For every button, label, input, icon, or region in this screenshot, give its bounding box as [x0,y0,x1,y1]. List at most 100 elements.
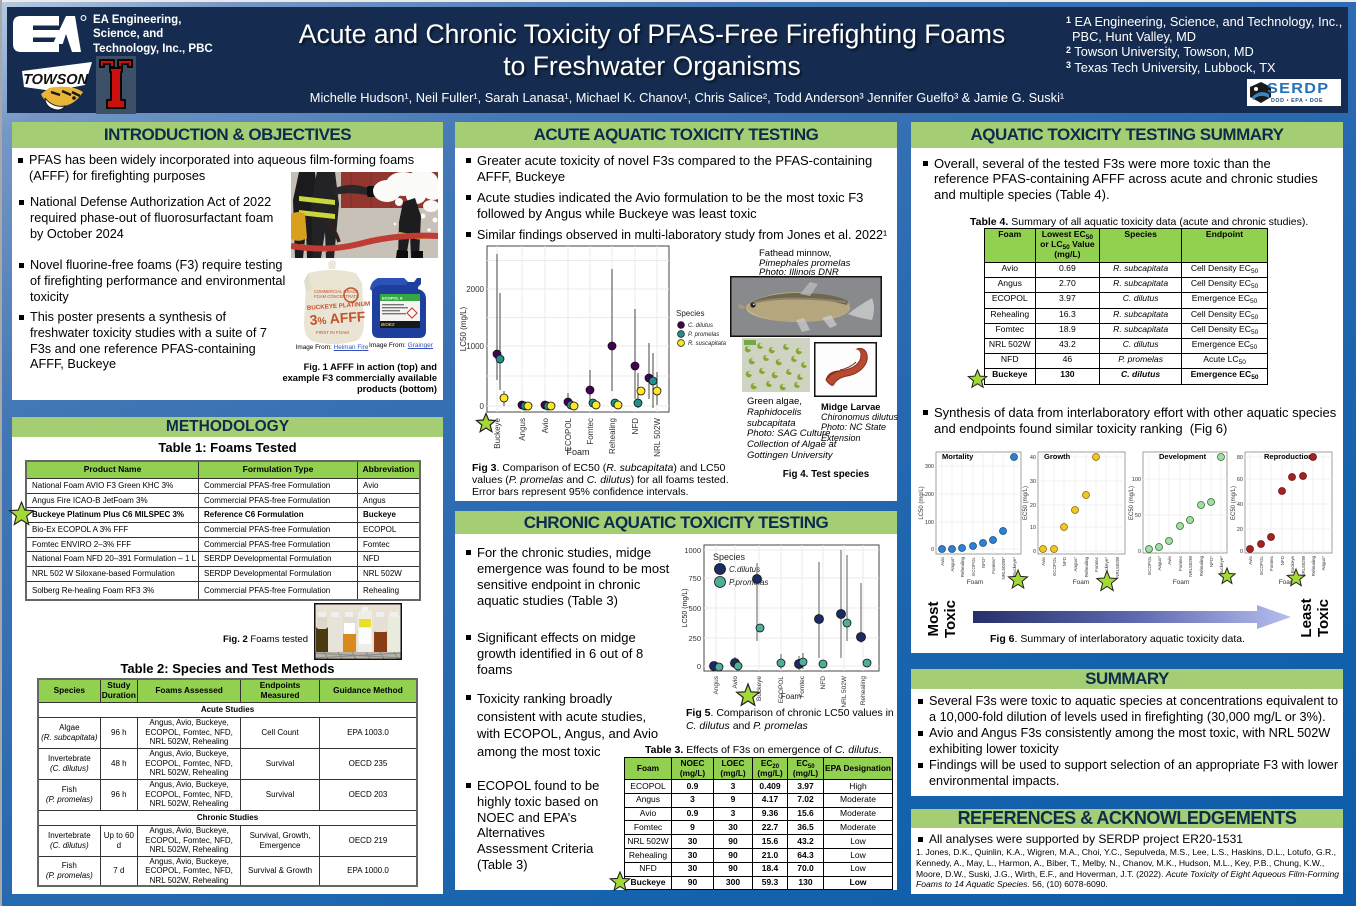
svg-text:Species: Species [676,309,704,318]
svg-text:Buckeye: Buckeye [756,676,763,701]
svg-text:EC50 (mg/L): EC50 (mg/L) [1023,486,1029,520]
svg-text:Buckeye: Buckeye [1290,556,1295,574]
svg-text:EC50 (mg/L): EC50 (mg/L) [1231,486,1237,520]
svg-text:0: 0 [1033,549,1036,555]
svg-text:NRL 502W: NRL 502W [653,418,662,457]
svg-text:LC50 (mg/L): LC50 (mg/L) [919,486,925,519]
svg-text:NFD: NFD [631,418,640,435]
svg-text:0: 0 [697,662,701,671]
svg-text:ECOPOL A: ECOPOL A [382,296,403,301]
svg-text:P. promelas: P. promelas [688,332,719,338]
svg-text:Buckeye: Buckeye [493,417,502,448]
svg-text:EC50 (mg/L): EC50 (mg/L) [1129,486,1135,520]
svg-text:Development: Development [1159,452,1207,461]
svg-text:Avio: Avio [732,676,739,689]
svg-text:Foam: Foam [967,579,984,586]
svg-text:Species: Species [713,552,746,562]
svg-text:FOAM CONCENTRATE: FOAM CONCENTRATE [314,294,359,299]
svg-text:Buckeye*: Buckeye* [1219,556,1224,575]
svg-text:FIRST IN FOAM: FIRST IN FOAM [316,330,349,335]
svg-text:1000: 1000 [684,546,701,555]
svg-text:Foam: Foam [566,447,589,457]
svg-text:LC50 (mg/L): LC50 (mg/L) [682,589,689,628]
svg-text:Growth: Growth [1044,452,1071,461]
svg-text:NRL502W: NRL502W [1115,556,1120,578]
svg-text:Avio: Avio [940,557,945,566]
svg-text:R. suscapitata: R. suscapitata [688,341,727,347]
svg-text:Rehealing: Rehealing [860,676,867,706]
svg-text:Rehealing: Rehealing [608,418,617,454]
svg-text:Fomtec*: Fomtec* [991,557,996,574]
svg-text:20: 20 [1237,527,1243,533]
svg-text:ECOPOL: ECOPOL [778,676,785,703]
svg-text:Angus*: Angus* [950,557,955,572]
svg-text:Fomtec: Fomtec [799,675,806,697]
svg-text:Avio: Avio [541,417,550,433]
svg-text:20: 20 [1030,503,1036,509]
svg-text:Buckeye*: Buckeye* [1012,557,1017,576]
svg-text:750: 750 [688,574,701,583]
svg-text:NRL502W: NRL502W [1188,555,1193,577]
svg-text:C. dilutus: C. dilutus [688,323,713,329]
svg-text:BUCKEYE PLATINUM: BUCKEYE PLATINUM [307,301,370,312]
svg-text:Avio: Avio [1248,556,1253,565]
svg-text:100: 100 [925,520,934,526]
svg-text:NRL502W: NRL502W [1301,555,1306,577]
svg-text:NFD: NFD [1062,556,1067,566]
svg-text:ECOPOL: ECOPOL [1147,556,1152,575]
svg-text:Avio: Avio [1167,556,1172,565]
svg-text:0: 0 [1138,549,1141,555]
svg-text:Angus*: Angus* [1157,556,1162,571]
svg-text:Reproduction: Reproduction [1264,452,1313,461]
svg-text:Angus: Angus [518,418,527,441]
svg-text:Foam: Foam [1173,579,1190,586]
svg-text:Fomtec: Fomtec [1094,556,1099,572]
svg-text:40: 40 [1237,502,1243,508]
svg-text:COMMERCIAL GRADE: COMMERCIAL GRADE [314,289,358,294]
svg-text:BIOEX: BIOEX [381,322,396,327]
svg-text:1000: 1000 [466,342,484,351]
svg-text:Rehealing: Rehealing [1199,556,1204,577]
svg-text:250: 250 [688,634,701,643]
svg-text:TOWSON: TOWSON [23,72,89,88]
svg-text:200: 200 [925,492,934,498]
svg-text:80: 80 [1237,455,1243,461]
svg-text:NFD: NFD [1280,555,1285,565]
svg-text:Fomtec: Fomtec [1178,555,1183,571]
svg-text:Foam: Foam [1073,579,1090,586]
svg-text:Rehealing: Rehealing [960,557,965,578]
svg-text:LC50 (mg/L): LC50 (mg/L) [459,306,468,351]
svg-text:300: 300 [925,464,934,470]
svg-text:Rehealing: Rehealing [1084,557,1089,578]
svg-text:Angus*: Angus* [1321,556,1326,571]
svg-text:500: 500 [688,604,701,613]
svg-text:ECOPOL: ECOPOL [1052,557,1057,576]
svg-text:ECOPOL: ECOPOL [1259,556,1264,575]
svg-text:40: 40 [1030,455,1036,461]
svg-text:Mortality: Mortality [942,452,974,461]
svg-text:Buckeye*: Buckeye* [1104,557,1109,576]
svg-text:P.promelas: P.promelas [729,578,768,587]
svg-text:NFD: NFD [820,676,827,690]
svg-text:2000: 2000 [466,285,484,294]
svg-text:Fomtec: Fomtec [1269,555,1274,571]
svg-text:10: 10 [1030,525,1036,531]
svg-text:Rehealing: Rehealing [1311,556,1316,577]
svg-text:30: 30 [1030,479,1036,485]
svg-text:Angus*: Angus* [1073,557,1078,572]
svg-text:Fomtec: Fomtec [586,418,595,445]
svg-text:NRL502W*: NRL502W* [1001,557,1006,580]
svg-text:C.dilutus: C.dilutus [729,565,760,574]
svg-text:NFD*: NFD* [1209,556,1214,567]
svg-text:ECOPOL: ECOPOL [971,557,976,576]
svg-text:NRL 502W: NRL 502W [841,675,848,707]
svg-text:0: 0 [931,547,934,553]
svg-text:Foam: Foam [781,692,802,701]
svg-text:0: 0 [480,402,485,411]
svg-text:60: 60 [1237,477,1243,483]
svg-text:50: 50 [1135,513,1141,519]
svg-text:100: 100 [1132,477,1141,483]
svg-text:Foam: Foam [1279,579,1296,586]
svg-text:0: 0 [1240,549,1243,555]
svg-text:Avio: Avio [1041,557,1046,566]
